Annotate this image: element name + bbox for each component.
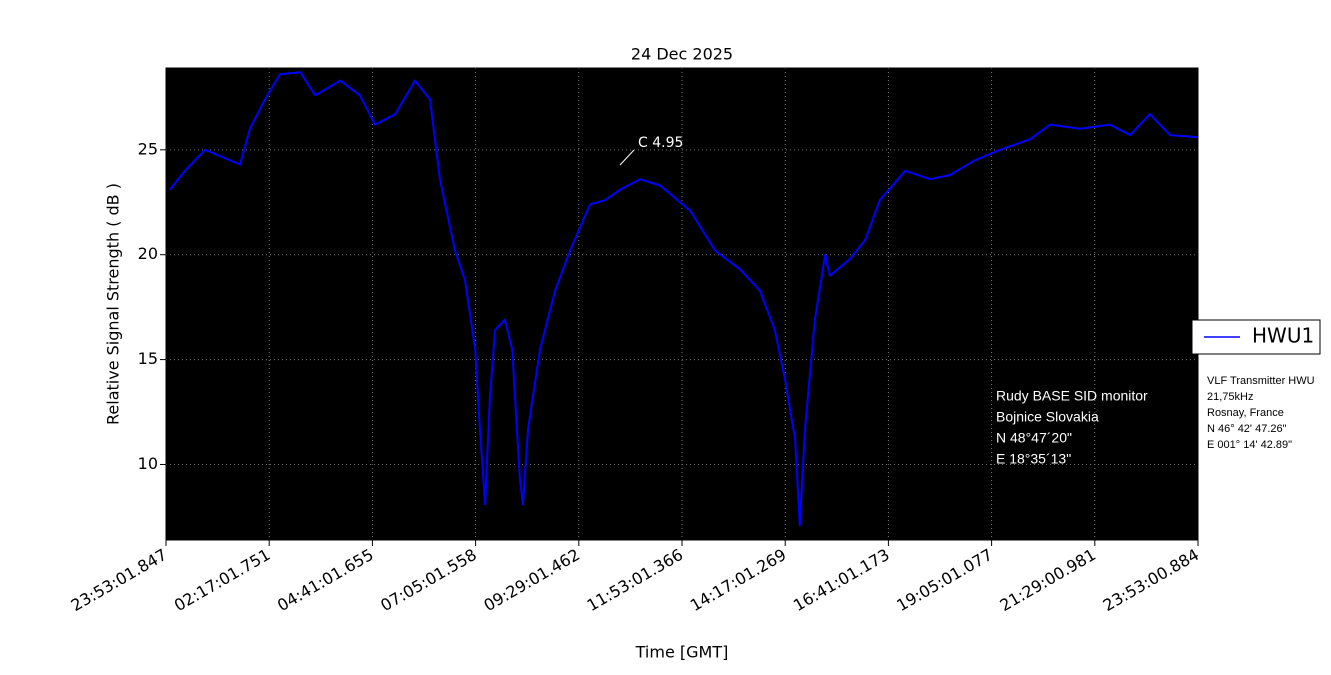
x-axis-label: Time [GMT] [635, 643, 729, 662]
transmitter-info: VLF Transmitter HWU [1207, 375, 1315, 387]
transmitter-info: 21,75kHz [1207, 391, 1253, 403]
y-tick-label: 20 [138, 244, 158, 263]
x-tick-label: 04:41:01.655 [274, 545, 377, 615]
y-tick-label: 25 [138, 139, 158, 158]
x-tick-label: 02:17:01.751 [171, 545, 274, 615]
annotation-arrow [619, 149, 635, 166]
annotation: C 4.95 [638, 135, 683, 151]
x-tick-label: 16:41:01.173 [790, 545, 893, 615]
y-tick-label: 10 [138, 454, 158, 473]
plot-frame [165, 67, 1199, 541]
x-tick-label: 21:29:00.981 [996, 545, 1099, 615]
x-tick-label: 07:05:01.558 [377, 545, 480, 615]
x-tick-label: 11:53:01.366 [584, 545, 687, 615]
transmitter-info: N 46° 42' 47.26" [1207, 423, 1287, 435]
data-line [169, 71, 1199, 527]
station-info: Bojnice Slovakia [996, 409, 1099, 425]
chart-title: 24 Dec 2025 [631, 45, 733, 64]
station-info: N 48°47´20" [996, 430, 1072, 446]
x-tick-label: 19:05:01.077 [893, 545, 996, 615]
y-tick-label: 15 [138, 349, 158, 368]
transmitter-info: Rosnay, France [1207, 407, 1284, 419]
station-info: E 18°35´13" [996, 451, 1071, 467]
transmitter-info: E 001° 14' 42.89" [1207, 439, 1292, 451]
station-info: Rudy BASE SID monitor [996, 388, 1148, 404]
x-tick-label: 23:53:00.884 [1100, 545, 1203, 615]
x-tick-label: 09:29:01.462 [480, 545, 583, 615]
x-tick-label: 14:17:01.269 [687, 545, 790, 615]
legend-label: HWU1 [1252, 324, 1314, 348]
y-axis-label: Relative Signal Strength ( dB ) [104, 183, 123, 425]
x-tick-label: 23:53:01.847 [68, 545, 171, 615]
